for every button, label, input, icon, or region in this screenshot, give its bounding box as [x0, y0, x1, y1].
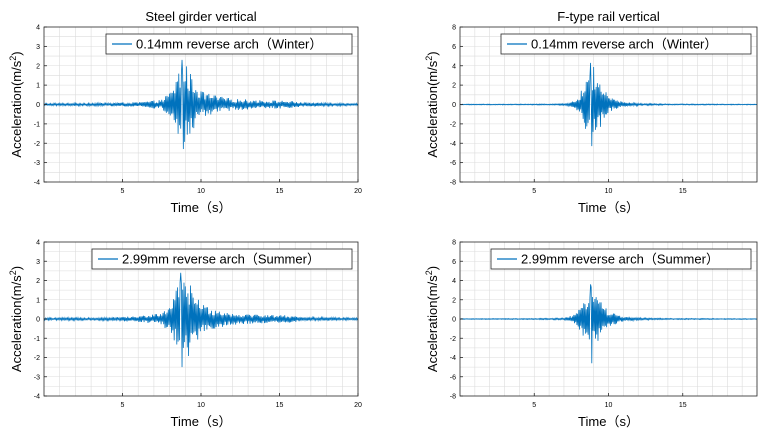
y-tick-label: 2 — [36, 63, 40, 70]
y-tick-label: 0 — [36, 102, 40, 109]
y-axis-label: Acceleration(m/s2) — [8, 51, 24, 157]
y-tick-label: 8 — [452, 25, 456, 32]
x-tick-label: 20 — [354, 402, 362, 409]
y-axis-label: Acceleration(m/s2) — [424, 266, 440, 372]
y-tick-label: -8 — [450, 394, 456, 401]
y-tick-label: 0 — [452, 317, 456, 324]
y-axis-label: Acceleration(m/s2) — [8, 266, 24, 372]
legend-box — [500, 33, 752, 55]
x-tick-label: 10 — [197, 402, 205, 409]
y-tick-label: -2 — [450, 121, 456, 128]
x-tick-label: 15 — [679, 402, 687, 409]
y-tick-label: -3 — [34, 160, 40, 167]
y-tick-label: -2 — [34, 141, 40, 148]
y-tick-label: -1 — [34, 336, 40, 343]
legend-box — [490, 248, 752, 270]
series-line — [459, 62, 758, 147]
legend-label: 2.99mm reverse arch（Summer） — [122, 252, 320, 267]
y-tick-label: 1 — [36, 83, 40, 90]
y-tick-label: 6 — [452, 44, 456, 51]
y-tick-label: 4 — [452, 278, 456, 285]
y-tick-label: 0 — [452, 102, 456, 109]
x-tick-label: 5 — [121, 188, 125, 195]
y-tick-label: -6 — [450, 374, 456, 381]
legend-label: 0.14mm reverse arch（Winter） — [531, 37, 717, 52]
y-tick-label: -1 — [34, 121, 40, 128]
y-tick-label: -4 — [34, 180, 40, 187]
y-tick-label: 8 — [452, 240, 456, 247]
y-tick-label: -6 — [450, 160, 456, 167]
x-tick-label: 15 — [276, 188, 284, 195]
y-tick-label: 2 — [452, 297, 456, 304]
y-tick-label: -8 — [450, 180, 456, 187]
y-tick-label: -2 — [34, 355, 40, 362]
x-axis-label: Time（s） — [578, 414, 639, 429]
y-axis-label: Acceleration(m/s2) — [424, 51, 440, 157]
x-tick-label: 15 — [276, 402, 284, 409]
legend-box — [91, 248, 353, 270]
x-tick-label: 20 — [354, 188, 362, 195]
series-line — [43, 59, 359, 150]
chart-panel-1: -4 -3 -2 -1 0 1 2 3 4 5 10 15 20 Steel girder vertica… — [8, 9, 362, 215]
x-axis-label: Time（s） — [171, 414, 232, 429]
x-axis-label: Time（s） — [171, 200, 232, 215]
y-tick-label: 0 — [36, 317, 40, 324]
series-line — [43, 272, 359, 368]
legend-label: 2.99mm reverse arch（Summer） — [521, 252, 719, 267]
x-tick-label: 10 — [605, 188, 613, 195]
x-tick-label: 10 — [197, 188, 205, 195]
y-tick-label: 4 — [36, 25, 40, 32]
y-tick-label: 3 — [36, 259, 40, 266]
y-tick-label: -4 — [450, 355, 456, 362]
y-tick-label: 1 — [36, 297, 40, 304]
y-tick-label: 4 — [452, 63, 456, 70]
x-tick-label: 5 — [121, 402, 125, 409]
y-tick-label: 2 — [452, 83, 456, 90]
chart-panel-4: -8 -6 -4 -2 0 2 4 6 8 5 10 15 Time（s） Acceleration(m/… — [424, 240, 758, 429]
legend-box — [105, 33, 353, 55]
x-axis-label: Time（s） — [578, 200, 639, 215]
y-tick-label: 2 — [36, 278, 40, 285]
y-tick-label: 4 — [36, 240, 40, 247]
x-tick-label: 15 — [679, 188, 687, 195]
series-line — [459, 284, 758, 364]
chart-panel-2: -8 -6 -4 -2 0 2 4 6 8 5 10 15 F-type rail vertical Ti… — [424, 9, 758, 215]
y-tick-label: -4 — [34, 394, 40, 401]
y-tick-label: -4 — [450, 141, 456, 148]
x-tick-label: 10 — [605, 402, 613, 409]
y-tick-label: -2 — [450, 336, 456, 343]
x-tick-label: 5 — [532, 402, 536, 409]
y-tick-label: 3 — [36, 44, 40, 51]
chart-panel-3: -4 -3 -2 -1 0 1 2 3 4 5 10 15 20 Time（s） Acceleration(… — [8, 240, 362, 430]
chart-title: Steel girder vertical — [145, 9, 256, 24]
chart-title: F-type rail vertical — [557, 9, 660, 24]
legend-label: 0.14mm reverse arch（Winter） — [136, 37, 322, 52]
y-tick-label: 6 — [452, 259, 456, 266]
x-tick-label: 5 — [532, 188, 536, 195]
y-tick-label: -3 — [34, 374, 40, 381]
